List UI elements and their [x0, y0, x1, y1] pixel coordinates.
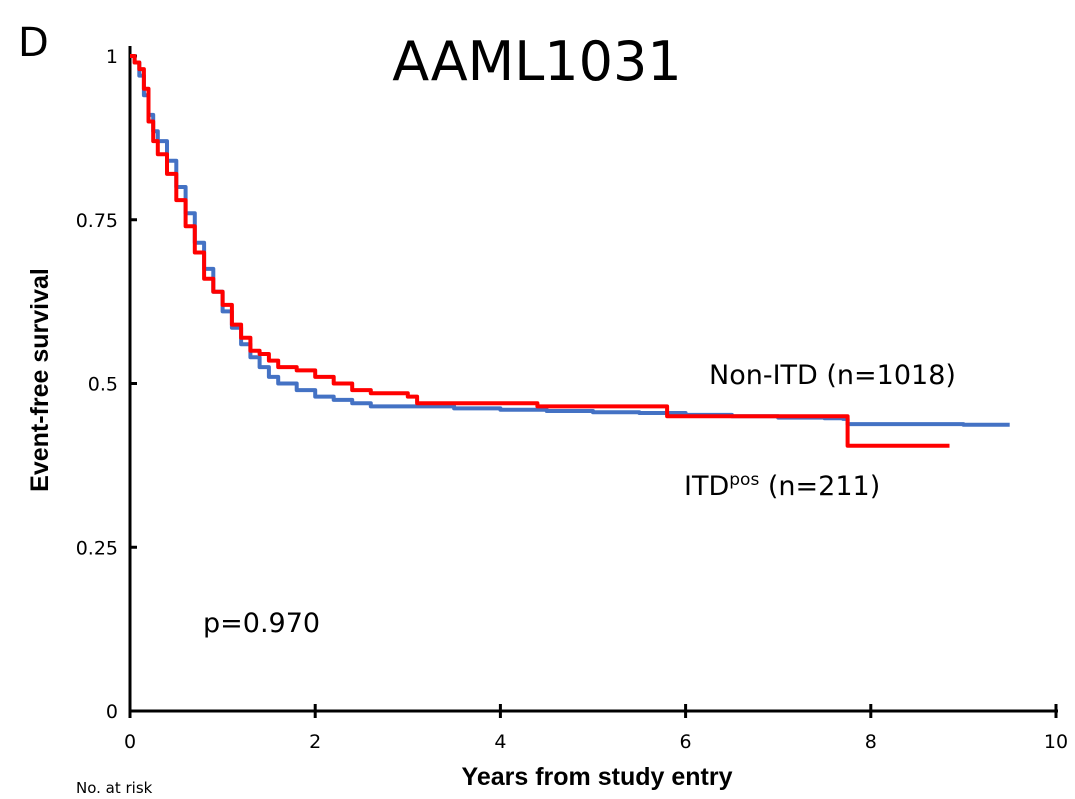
- series-label-itd: ITDpos (n=211): [684, 470, 880, 502]
- y-tick-label: 1: [106, 46, 118, 68]
- x-axis-label: Years from study entry: [462, 763, 733, 791]
- x-tick-label: 8: [865, 731, 877, 753]
- panel-letter: D: [18, 20, 49, 66]
- y-tick-label: 0.5: [88, 374, 118, 396]
- x-tick-label: 2: [309, 731, 321, 753]
- y-tick-group: 0 0.25 0.5 0.75 1: [76, 46, 137, 723]
- series-line-itd: [130, 54, 950, 448]
- y-axis-label: Event-free survival: [26, 268, 54, 492]
- x-tick-label: 0: [124, 731, 136, 753]
- chart-title: AAML1031: [392, 30, 682, 93]
- no-at-risk-label: No. at risk: [76, 779, 153, 797]
- x-tick-label: 4: [494, 731, 506, 753]
- p-value-label: p=0.970: [203, 608, 320, 639]
- series-group: [130, 54, 1010, 448]
- x-tick-label: 10: [1044, 731, 1068, 753]
- y-tick-label: 0.25: [76, 537, 118, 559]
- x-tick-group: 0 2 4 6 8 10: [124, 704, 1068, 753]
- y-tick-label: 0.75: [76, 210, 118, 232]
- y-tick-label: 0: [106, 701, 118, 723]
- series-label-non-itd: Non-ITD (n=1018): [709, 360, 956, 391]
- x-tick-label: 6: [680, 731, 692, 753]
